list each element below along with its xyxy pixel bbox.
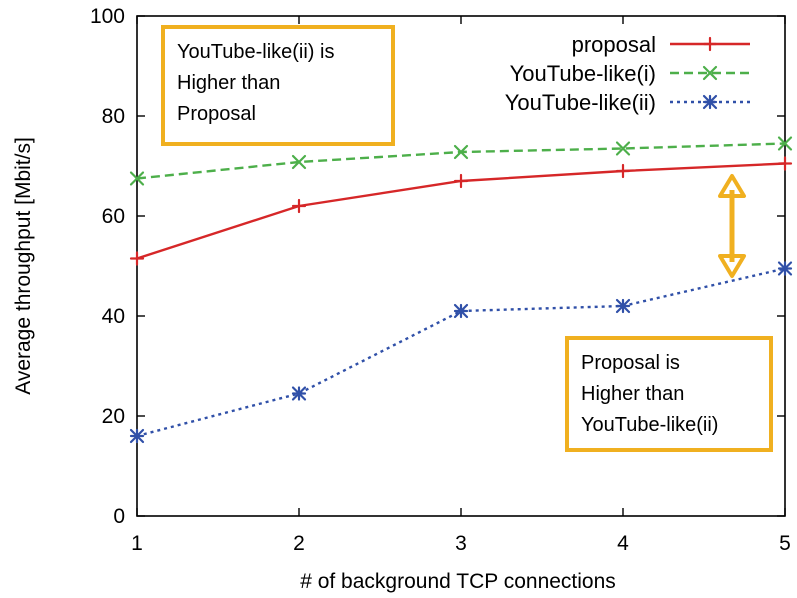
- callout-text-line: YouTube-like(ii) is: [177, 41, 334, 63]
- legend-label: YouTube-like(ii): [505, 90, 656, 115]
- legend-entry: YouTube-like(i): [510, 61, 750, 86]
- series-2: [129, 136, 793, 186]
- callout-box-2: Proposal is Higher than YouTube-like(ii): [565, 336, 773, 452]
- series-3: [129, 261, 793, 444]
- data-point: [129, 428, 145, 444]
- legend-label: YouTube-like(i): [510, 61, 656, 86]
- y-tick-label: 0: [113, 505, 125, 528]
- callouts: YouTube-like(ii) is Higher than Proposal Pr…: [161, 25, 773, 452]
- y-tick-label: 100: [90, 5, 125, 28]
- arrow-head-down: [718, 254, 746, 278]
- data-point: [615, 298, 631, 314]
- x-tick-label: 4: [617, 532, 629, 555]
- y-tick-label: 40: [102, 305, 125, 328]
- callout-text-line: YouTube-like(ii): [581, 414, 718, 436]
- data-point: [291, 198, 307, 214]
- data-point: [291, 386, 307, 401]
- callout-border: [161, 25, 395, 146]
- data-point: [777, 136, 793, 151]
- data-point: [615, 141, 631, 156]
- data-point: [129, 171, 145, 186]
- callout-text-line: Higher than: [581, 383, 684, 405]
- data-point: [453, 173, 469, 189]
- legend-marker: [702, 94, 718, 110]
- x-tick-label: 2: [293, 532, 305, 555]
- arrow-layer: [718, 174, 746, 278]
- arrow-head-up: [718, 174, 746, 198]
- x-tick-label: 3: [455, 532, 467, 555]
- legend-entry: proposal: [572, 32, 750, 57]
- y-axis: 0 20 40 60 80 100: [90, 5, 785, 528]
- callout-text-line: Higher than: [177, 72, 280, 94]
- callout-text-line: Proposal: [177, 103, 256, 125]
- y-axis-label: Average throughput [Mbit/s]: [12, 137, 35, 395]
- legend: proposal YouTube-like(i) YouTube-like(ii): [505, 32, 750, 115]
- callout-box-1: YouTube-like(ii) is Higher than Proposal: [161, 25, 395, 146]
- x-tick-label: 5: [779, 532, 791, 555]
- x-axis-label: # of background TCP connections: [300, 570, 616, 593]
- data-point: [453, 144, 469, 160]
- y-tick-label: 60: [102, 205, 125, 228]
- series-1: [129, 156, 793, 266]
- y-tick-label: 80: [102, 105, 125, 128]
- legend-marker: [702, 65, 718, 81]
- legend-label: proposal: [572, 32, 656, 57]
- series-line: [136, 142, 786, 180]
- data-point: [615, 163, 631, 179]
- legend-marker: [702, 36, 718, 52]
- data-point: [777, 156, 793, 171]
- series-layer: [129, 136, 793, 444]
- double-arrow: [718, 174, 746, 278]
- callout-border: [565, 336, 773, 452]
- data-point: [453, 303, 469, 319]
- callout-text-line: Proposal is: [581, 352, 680, 374]
- x-axis: 1 2 3 4 5: [131, 16, 791, 555]
- data-point: [291, 154, 307, 170]
- legend-entry: YouTube-like(ii): [505, 90, 750, 115]
- data-point: [777, 261, 793, 276]
- x-tick-label: 1: [131, 532, 143, 555]
- y-tick-label: 20: [102, 405, 125, 428]
- data-point: [129, 251, 145, 266]
